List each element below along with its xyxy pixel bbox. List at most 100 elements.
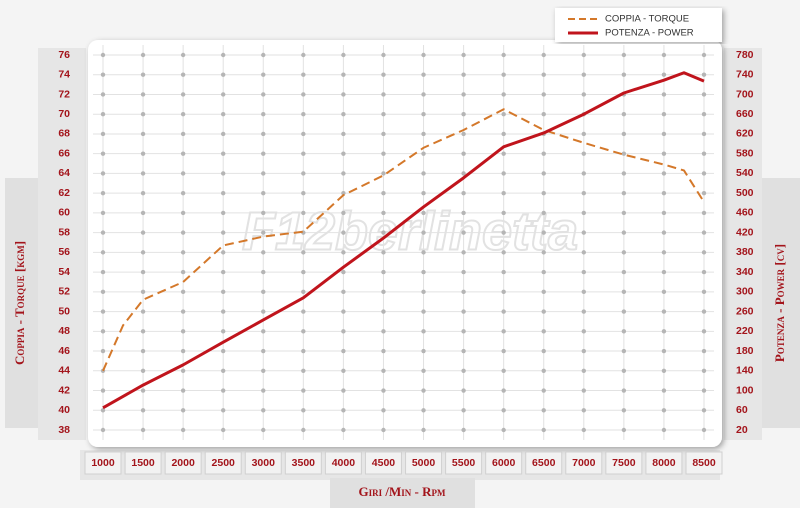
x-label-box [330,478,475,508]
grid-dot [501,408,506,413]
grid-dot [461,171,466,176]
grid-dot [221,112,226,117]
grid-dot [701,131,707,137]
y-tick-label: 50 [58,305,70,317]
grid-dot [180,52,186,58]
x-tick-label: 8500 [692,457,716,469]
grid-dot [100,388,106,393]
grid-dot [100,151,106,156]
grid-dot [501,230,506,235]
grid-dot [701,427,707,433]
grid-dot [180,368,186,373]
grid-dot [140,72,146,77]
grid-dot [661,52,667,58]
grid-dot [221,151,226,156]
grid-dot [261,112,266,117]
y2-tick-label: 540 [736,167,754,179]
grid-dot [221,230,226,235]
grid-dot [501,368,506,373]
grid-dot [381,309,386,314]
series-line [102,71,705,410]
grid-dot [421,388,426,393]
y-tick-label: 68 [58,128,70,140]
grid-dot [261,388,266,393]
grid-dot [661,131,667,137]
grid-dot [180,427,186,433]
x-tick-box [525,451,563,475]
grid-dot [180,329,186,334]
grid-dot [461,388,466,393]
grid-dot [621,329,627,334]
grid-dot [100,112,106,117]
grid-dot [100,131,106,137]
grid-dot [180,112,186,117]
grid-dot [301,250,306,255]
grid-dot [581,151,586,156]
grid-dot [421,112,426,117]
grid-dot [301,151,306,156]
grid-dot [140,230,146,235]
x-tick-label: 4500 [372,457,396,469]
grid-dot [541,52,546,58]
grid-dot [341,289,346,295]
grid-dot [100,72,106,77]
grid-dot [581,52,586,58]
grid-dot [381,151,386,156]
grid-dot [421,309,426,314]
grid-dot [381,408,386,413]
x-tick-box [685,451,723,475]
grid-dot [341,92,346,97]
grid-dot [661,112,667,117]
grid-dot [701,210,707,216]
grid-dot [301,190,306,196]
y-tick-strip [38,48,86,440]
grid-dot [221,309,226,314]
grid-dot [100,329,106,334]
grid-dot [541,289,546,295]
grid-dot [701,92,707,97]
grid-dot [381,52,386,58]
grid-dot [261,269,266,275]
grid-dot [100,269,106,275]
y-label-box [5,178,38,428]
grid-dot [701,329,707,334]
y2-tick-label: 420 [736,226,754,238]
grid-dot [541,112,546,117]
grid-dot [581,329,586,334]
grid-dot [221,250,226,255]
grid-dot [301,309,306,314]
grid-dot [661,151,667,156]
grid-dot [140,92,146,97]
grid-dot [661,427,667,433]
series-line [102,108,705,372]
grid-dot [701,52,707,58]
x-tick-label: 3000 [252,457,276,469]
x-tick-box [244,451,282,475]
grid-dot [541,171,546,176]
grid-dot [301,368,306,373]
legend-box [555,8,722,42]
grid-dot [341,171,346,176]
grid-dot [421,151,426,156]
grid-dot [621,269,627,275]
grid-dot [180,269,186,275]
grid-dot [180,289,186,295]
grid-dot [221,427,226,433]
grid-dot [581,92,586,97]
grid-dot [100,210,106,216]
grid-dot [421,210,426,216]
x-tick-box [605,451,643,475]
grid-dot [661,388,667,393]
grid-dot [541,408,546,413]
grid-dot [381,348,386,354]
grid-dot [301,329,306,334]
grid-dot [621,72,627,77]
y-tick-label: 56 [58,246,70,258]
grid-dot [381,289,386,295]
grid-dot [461,72,466,77]
grid-dot [621,210,627,216]
grid-dot [140,151,146,156]
grid-dot [100,230,106,235]
grid-dot [180,388,186,393]
x-tick-box [284,451,322,475]
